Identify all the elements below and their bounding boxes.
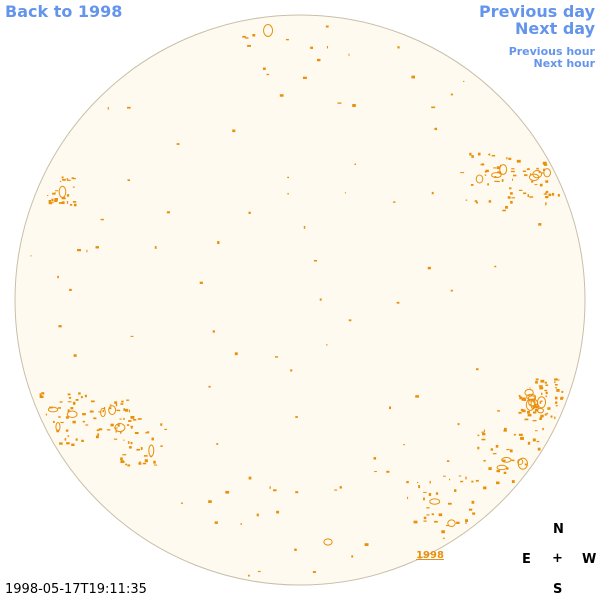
compass-south: S [553, 582, 563, 597]
compass-north: N [553, 522, 564, 537]
back-link[interactable]: Back to 1998 [5, 2, 123, 21]
next-day-link[interactable]: Next day [515, 19, 595, 38]
active-region-contours [30, 24, 564, 577]
previous-hour-link[interactable]: Previous hour [508, 45, 595, 58]
compass-east: E [522, 552, 531, 567]
compass-center: + [552, 551, 563, 566]
compass-west: W [582, 552, 597, 567]
solar-disk [14, 14, 586, 586]
observation-timestamp: 1998-05-17T19:11:35 [5, 582, 147, 597]
year-link[interactable]: 1998 [416, 550, 444, 561]
previous-day-link[interactable]: Previous day [478, 2, 595, 21]
next-hour-link[interactable]: Next hour [533, 57, 596, 70]
